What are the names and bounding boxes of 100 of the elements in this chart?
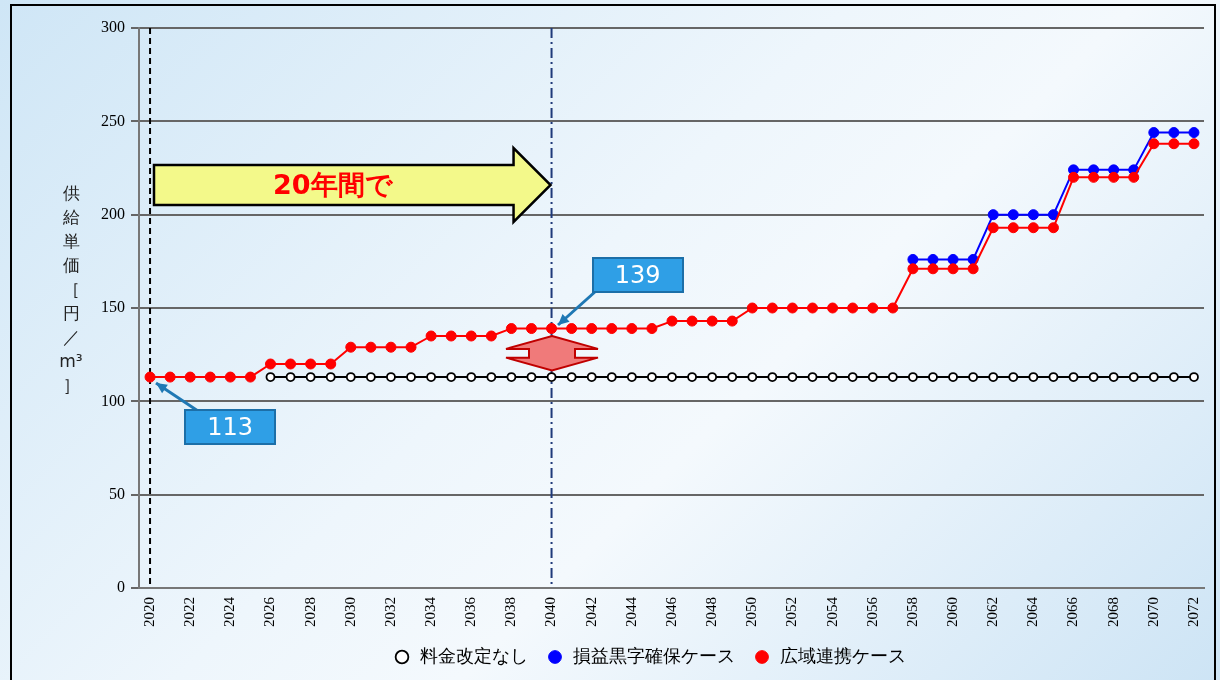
point xyxy=(506,372,517,382)
point xyxy=(746,302,758,314)
point xyxy=(1108,171,1120,183)
point xyxy=(386,372,396,382)
point xyxy=(285,358,297,370)
annotation: 20年間で xyxy=(273,168,393,203)
point xyxy=(204,371,216,383)
y-tick-label: 300 xyxy=(101,18,125,36)
point xyxy=(526,372,537,382)
x-tick-label: 2054 xyxy=(823,596,840,627)
point xyxy=(1189,372,1199,382)
point xyxy=(1108,372,1119,382)
x-tick-label: 2024 xyxy=(221,596,238,627)
x-tick-label: 2072 xyxy=(1184,597,1201,627)
point xyxy=(405,341,417,353)
x-tick-label: 2036 xyxy=(462,596,479,627)
point xyxy=(425,330,437,342)
legend-label: 広域連携ケース xyxy=(780,644,906,666)
point xyxy=(1088,372,1099,382)
y-tick-label: 250 xyxy=(101,111,125,129)
point xyxy=(887,372,898,382)
point xyxy=(626,372,637,382)
x-tick-label: 2028 xyxy=(301,597,318,627)
point xyxy=(305,358,317,370)
point xyxy=(647,372,657,382)
y-tick-label: 50 xyxy=(109,484,125,502)
point xyxy=(224,371,236,383)
point xyxy=(345,372,356,382)
x-tick-label: 2066 xyxy=(1064,596,1081,627)
point xyxy=(546,372,557,382)
point xyxy=(1007,222,1019,234)
y-tick-label: 100 xyxy=(101,391,125,409)
point xyxy=(847,372,858,382)
point xyxy=(466,372,477,382)
x-tick-label: 2034 xyxy=(422,596,439,627)
x-tick-label: 2048 xyxy=(703,597,720,627)
point xyxy=(586,372,597,382)
point xyxy=(1088,171,1100,183)
x-tick-label: 2022 xyxy=(181,597,198,627)
point xyxy=(264,358,276,370)
point xyxy=(948,372,958,382)
point xyxy=(345,341,357,353)
point xyxy=(706,315,718,327)
point xyxy=(1068,171,1080,183)
point xyxy=(687,372,697,382)
point xyxy=(1128,372,1139,382)
point xyxy=(1128,171,1140,183)
point xyxy=(967,263,979,275)
point xyxy=(747,372,758,382)
x-tick-label: 2030 xyxy=(341,597,358,627)
point xyxy=(908,372,918,382)
point xyxy=(968,372,979,382)
text: 供給単価［円／m³］ xyxy=(59,183,83,396)
x-tick-label: 2062 xyxy=(984,597,1001,627)
point xyxy=(686,315,698,327)
point xyxy=(847,302,859,314)
point xyxy=(907,253,919,265)
point xyxy=(1188,138,1200,150)
y-tick-label: 200 xyxy=(101,204,125,222)
point xyxy=(666,315,678,327)
point xyxy=(184,371,196,383)
point xyxy=(1048,372,1059,382)
point xyxy=(586,323,598,335)
legend-label: 損益黒字確保ケース xyxy=(573,644,735,666)
point xyxy=(1168,127,1180,139)
point xyxy=(606,323,618,335)
point xyxy=(546,323,558,335)
point xyxy=(305,372,316,382)
point xyxy=(786,302,798,314)
x-tick-label: 2046 xyxy=(662,596,679,627)
point xyxy=(1008,372,1019,382)
annotation: 113 xyxy=(184,409,277,446)
point xyxy=(1007,209,1019,221)
point xyxy=(285,372,296,382)
point xyxy=(385,341,397,353)
point xyxy=(365,341,377,353)
point xyxy=(426,372,436,382)
point xyxy=(164,371,176,383)
point xyxy=(446,372,457,382)
point xyxy=(406,372,416,382)
annotation: 139 xyxy=(591,256,684,293)
x-tick-label: 2044 xyxy=(622,596,639,627)
point xyxy=(566,323,578,335)
point xyxy=(626,323,638,335)
point xyxy=(907,263,919,275)
point xyxy=(1148,138,1160,150)
x-tick-label: 2032 xyxy=(381,597,398,627)
x-tick-label: 2050 xyxy=(743,597,760,627)
point xyxy=(667,372,677,382)
point xyxy=(947,253,959,265)
point xyxy=(827,372,838,382)
point xyxy=(486,372,497,382)
point xyxy=(987,222,999,234)
point xyxy=(365,372,376,382)
point xyxy=(927,253,939,265)
point xyxy=(1027,222,1039,234)
x-tick-label: 2026 xyxy=(261,596,278,627)
point xyxy=(867,302,879,314)
point xyxy=(766,302,778,314)
point xyxy=(646,323,658,335)
